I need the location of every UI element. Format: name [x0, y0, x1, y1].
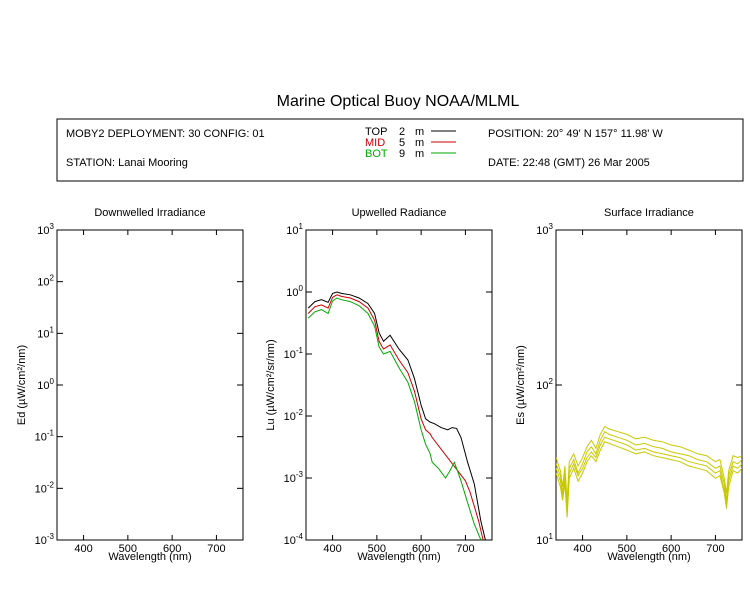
y-tick-label: 10-3: [35, 532, 55, 547]
legend-label: BOT: [365, 148, 388, 160]
y-tick-label: 10-4: [284, 532, 304, 547]
x-tick-label: 500: [119, 543, 137, 555]
date-text: DATE: 22:48 (GMT) 26 Mar 2005: [488, 157, 650, 169]
y-tick-label: 102: [37, 274, 54, 289]
depth-legend: TOP 2 m MID 5 m BOT 9 m: [365, 126, 456, 160]
legend-entry-bot: BOT 9 m: [365, 148, 456, 160]
panel-2: Upwelled Radiance 400 500 600 700 Wavelength …: [265, 207, 493, 563]
y-tick-label: 101: [536, 532, 553, 547]
y-tick-label: 101: [37, 325, 54, 340]
y-tick-label: 101: [286, 222, 303, 237]
series-line-bot: [307, 297, 482, 540]
legend-entry-mid: MID 5 m: [365, 137, 456, 149]
x-tick-label: 400: [74, 543, 92, 555]
legend-entry-top: TOP 2 m: [365, 126, 456, 138]
legend-depth: 9: [399, 148, 405, 160]
x-tick-label: 700: [456, 543, 474, 555]
y-axis-label: Es (µW/cm²/nm): [515, 345, 527, 425]
y-tick-label: 10-3: [284, 470, 304, 485]
y-tick-label: 10-1: [35, 429, 55, 444]
x-tick-label: 600: [412, 543, 430, 555]
x-axis-label: Wavelength (nm): [357, 551, 440, 563]
y-tick-label: 100: [37, 377, 54, 392]
legend-unit: m: [415, 148, 424, 160]
y-tick-label: 102: [536, 377, 553, 392]
x-tick-label: 600: [662, 543, 680, 555]
plot-frame: [555, 229, 743, 541]
series-line-3: [556, 436, 742, 513]
series-line-mid: [307, 294, 484, 540]
x-axis-label: Wavelength (nm): [108, 551, 191, 563]
x-tick-label: 700: [706, 543, 724, 555]
x-tick-label: 500: [618, 543, 636, 555]
panel-title: Upwelled Radiance: [352, 207, 447, 219]
position-text: POSITION: 20° 49' N 157° 11.98' W: [488, 128, 663, 140]
y-tick-label: 103: [536, 222, 553, 237]
y-tick-label: 103: [37, 222, 54, 237]
series-line-4: [556, 441, 742, 518]
legend-label: TOP: [365, 126, 387, 138]
legend-unit: m: [415, 126, 424, 138]
y-axis-label: Ed (µW/cm²/nm): [16, 345, 28, 425]
y-tick-label: 10-1: [284, 346, 304, 361]
deployment-text: MOBY2 DEPLOYMENT: 30 CONFIG: 01: [66, 128, 265, 140]
x-tick-label: 600: [163, 543, 181, 555]
legend-label: MID: [365, 137, 385, 149]
legend-depth: 5: [399, 137, 405, 149]
panel-title: Downwelled Irradiance: [94, 207, 205, 219]
y-axis-label: Lu (µW/cm²/sr/nm): [265, 339, 277, 430]
x-tick-label: 700: [207, 543, 225, 555]
header-box: MOBY2 DEPLOYMENT: 30 CONFIG: 01 STATION:…: [56, 118, 744, 182]
series-line-1: [556, 425, 742, 501]
chart-panels: Downwelled Irradiance 400 500 600 700 Wavelen…: [16, 207, 743, 563]
series-line-top: [307, 291, 486, 540]
y-tick-label: 10-2: [35, 480, 55, 495]
y-tick-label: 100: [286, 284, 303, 299]
plot-frame: [56, 229, 244, 541]
x-axis-label: Wavelength (nm): [607, 551, 690, 563]
x-tick-label: 500: [368, 543, 386, 555]
x-tick-label: 400: [573, 543, 591, 555]
station-text: STATION: Lanai Mooring: [66, 157, 188, 169]
legend-unit: m: [415, 137, 424, 149]
plot-frame: [305, 229, 493, 541]
x-tick-label: 400: [323, 543, 341, 555]
panel-1: Downwelled Irradiance 400 500 600 700 Wavelen…: [16, 207, 244, 563]
panel-3: Surface Irradiance 400 500 600 700 Wavelength…: [515, 207, 743, 563]
legend-depth: 2: [399, 126, 405, 138]
series-line-2: [556, 430, 742, 509]
y-tick-label: 10-2: [284, 408, 304, 423]
figure-title: Marine Optical Buoy NOAA/MLML: [277, 93, 520, 110]
panel-title: Surface Irradiance: [604, 207, 694, 219]
